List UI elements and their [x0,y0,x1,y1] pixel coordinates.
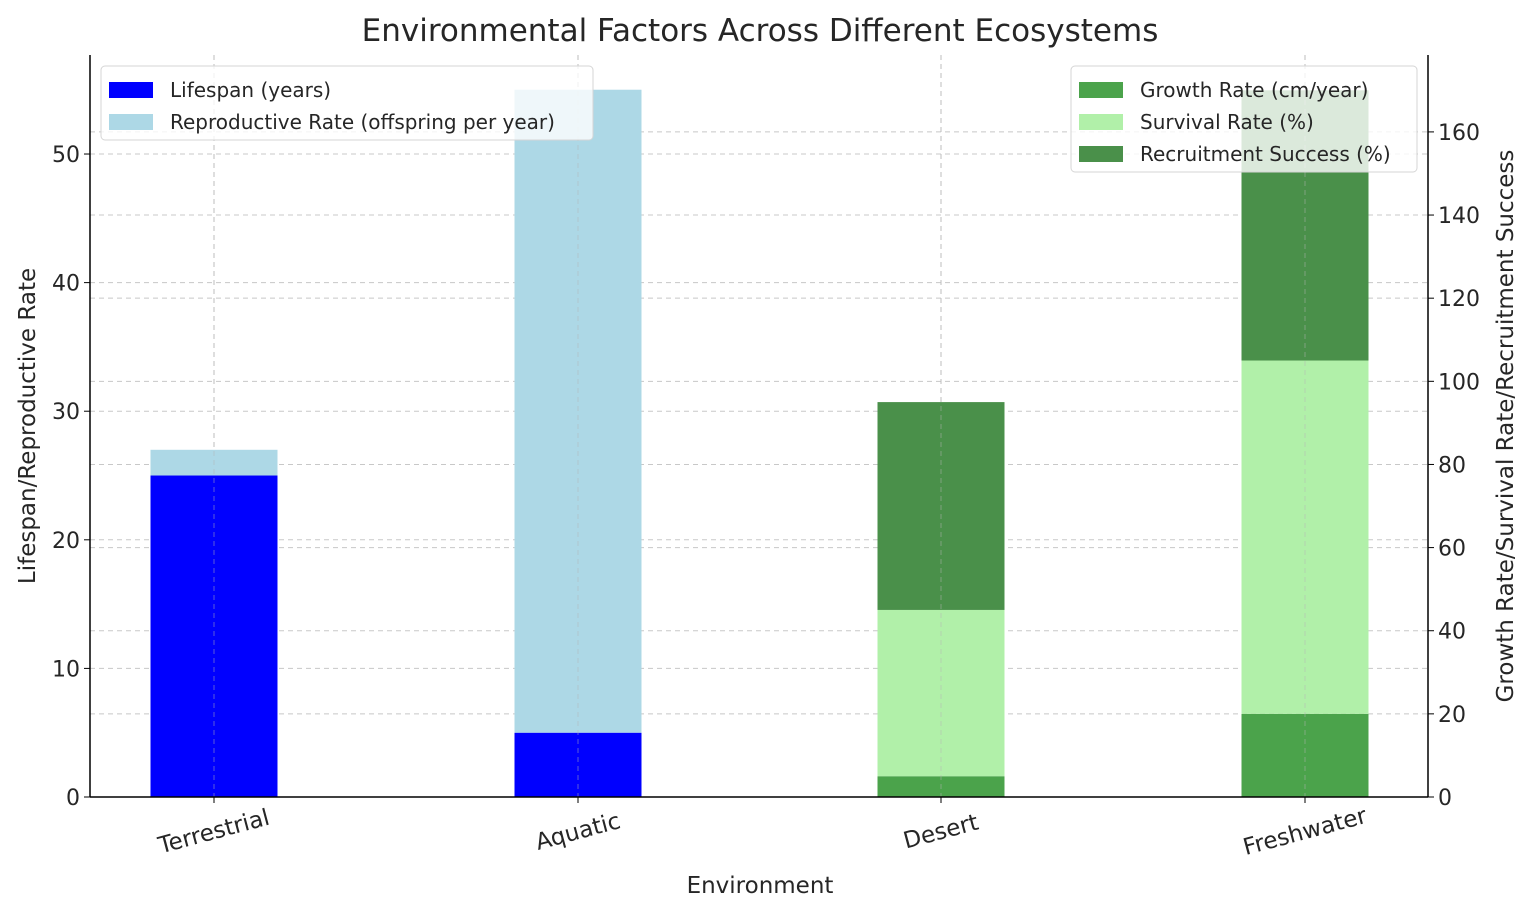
tick-label-x: Terrestrial [155,805,273,860]
tick-label-left: 40 [52,272,80,297]
tick-label-right: 20 [1438,703,1466,728]
tick-label-x: Desert [901,810,982,855]
legend-label: Survival Rate (%) [1140,110,1314,134]
legend-swatch [109,114,153,130]
tick-label-left: 20 [52,529,80,554]
tick-label-left: 0 [66,786,80,811]
tick-label-right: 80 [1438,453,1466,478]
chart-title: Environmental Factors Across Different E… [362,13,1159,49]
tick-label-left: 30 [52,400,80,425]
tick-label-left: 10 [52,657,80,682]
tick-label-right: 60 [1438,537,1466,562]
tick-label-x: Aquatic [533,808,623,856]
y-axis-left-label: Lifespan/Reproductive Rate [15,268,41,584]
legend-label: Growth Rate (cm/year) [1140,78,1368,102]
legend-label: Lifespan (years) [170,78,331,102]
y-axis-right-label: Growth Rate/Survival Rate/Recruitment Su… [1493,150,1519,703]
tick-label-x: Freshwater [1240,803,1370,861]
tick-label-left: 50 [52,143,80,168]
tick-label-right: 160 [1438,121,1480,146]
legend-swatch [1079,146,1123,162]
legend-swatch [1079,82,1123,98]
legend-swatch [109,82,153,98]
tick-label-right: 40 [1438,620,1466,645]
legend-label: Recruitment Success (%) [1140,142,1391,166]
legend-label: Reproductive Rate (offspring per year) [170,110,555,134]
tick-label-right: 120 [1438,287,1480,312]
x-axis-label: Environment [687,873,834,899]
legend-box [1070,65,1418,173]
bar-freshwater-growth [1241,713,1369,797]
tick-label-right: 100 [1438,370,1480,395]
tick-label-right: 0 [1438,786,1452,811]
tick-label-right: 140 [1438,204,1480,229]
legend-swatch [1079,114,1123,130]
bar-aquatic-reproductive [514,89,642,733]
legend-box [100,65,594,141]
